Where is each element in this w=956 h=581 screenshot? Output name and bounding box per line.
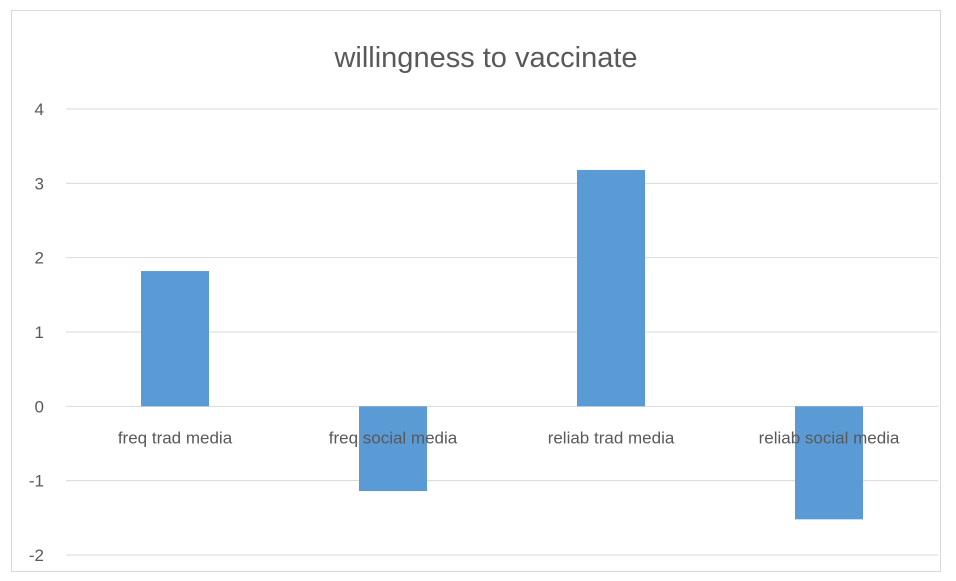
bar-reliab-trad-media <box>577 169 645 407</box>
y-axis-tick-labels: 4 3 2 1 0 -1 -2 <box>29 100 44 565</box>
category-label: reliab social media <box>759 428 900 447</box>
bar-reliab-social-media <box>795 406 863 520</box>
y-tick-label: 0 <box>35 397 44 416</box>
y-tick-label: 1 <box>35 323 44 342</box>
bars <box>141 169 863 520</box>
category-label: reliab trad media <box>548 428 675 447</box>
bar-freq-trad-media <box>141 271 209 407</box>
category-label: freq trad media <box>118 428 233 447</box>
gridlines <box>66 108 938 556</box>
category-labels: freq trad media freq social media reliab t… <box>118 428 900 447</box>
bar-freq-social-media <box>359 406 427 492</box>
y-tick-label: 2 <box>35 249 44 268</box>
y-tick-label: -1 <box>29 472 44 491</box>
y-tick-label: -2 <box>29 546 44 565</box>
y-tick-label: 3 <box>35 174 44 193</box>
category-label: freq social media <box>329 428 458 447</box>
y-tick-label: 4 <box>35 100 44 119</box>
chart-title: willingness to vaccinate <box>333 42 637 74</box>
